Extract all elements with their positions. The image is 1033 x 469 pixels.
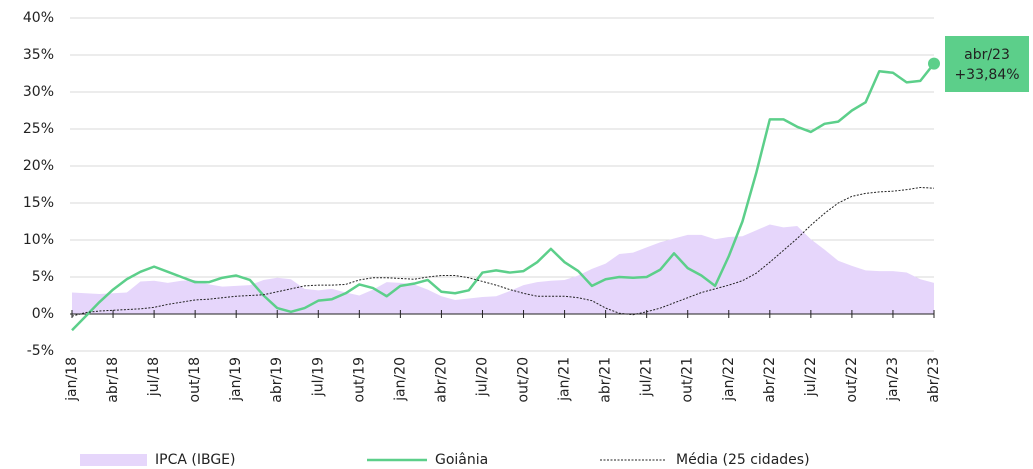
legend-swatch (80, 454, 147, 466)
x-tick-label: jan/22 (721, 357, 737, 402)
y-tick-label: 35% (23, 47, 54, 63)
x-tick-label: jul/18 (146, 357, 162, 397)
y-tick-label: -5% (27, 343, 54, 359)
y-tick-label: 5% (32, 269, 54, 285)
x-tick-label: abr/20 (433, 357, 449, 403)
area (72, 224, 934, 314)
line (71, 62, 935, 332)
x-tick-label: out/19 (351, 357, 367, 402)
x-tick-label: jan/19 (228, 357, 244, 402)
y-tick-label: 0% (32, 306, 54, 322)
y-tick-label: 25% (23, 121, 54, 137)
x-tick-label: abr/19 (269, 357, 285, 403)
x-tick-label: jan/21 (557, 357, 573, 402)
callout-date: abr/23 (964, 47, 1010, 63)
x-tick-label: jul/21 (639, 357, 655, 397)
x-tick-label: out/18 (187, 357, 203, 402)
x-tick-label: out/21 (680, 357, 696, 402)
y-tick-label: 30% (23, 84, 54, 100)
legend-label: Média (25 cidades) (676, 452, 810, 468)
end-point (928, 57, 940, 70)
x-tick-label: abr/22 (762, 357, 778, 403)
x-tick-label: jul/20 (474, 357, 490, 397)
x-tick-label: jul/19 (310, 357, 326, 397)
callout-box (945, 36, 1029, 92)
y-tick-label: 20% (23, 158, 54, 174)
x-tick-label: jan/23 (885, 357, 901, 402)
x-tick-label: abr/18 (105, 357, 121, 403)
x-tick-label: jan/20 (392, 357, 408, 402)
x-tick-label: jan/18 (64, 357, 80, 402)
x-tick-label: out/20 (516, 357, 532, 402)
legend-label: IPCA (IBGE) (155, 452, 235, 468)
y-tick-label: 40% (23, 10, 54, 26)
y-tick-label: 15% (23, 195, 54, 211)
x-tick-label: abr/23 (926, 357, 942, 403)
x-tick-label: out/22 (844, 357, 860, 402)
y-tick-label: 10% (23, 232, 54, 248)
legend-label: Goiânia (435, 452, 488, 468)
x-tick-label: abr/21 (598, 357, 614, 403)
x-tick-label: jul/22 (803, 357, 819, 397)
line (71, 186, 935, 317)
callout-value: +33,84% (954, 67, 1019, 83)
